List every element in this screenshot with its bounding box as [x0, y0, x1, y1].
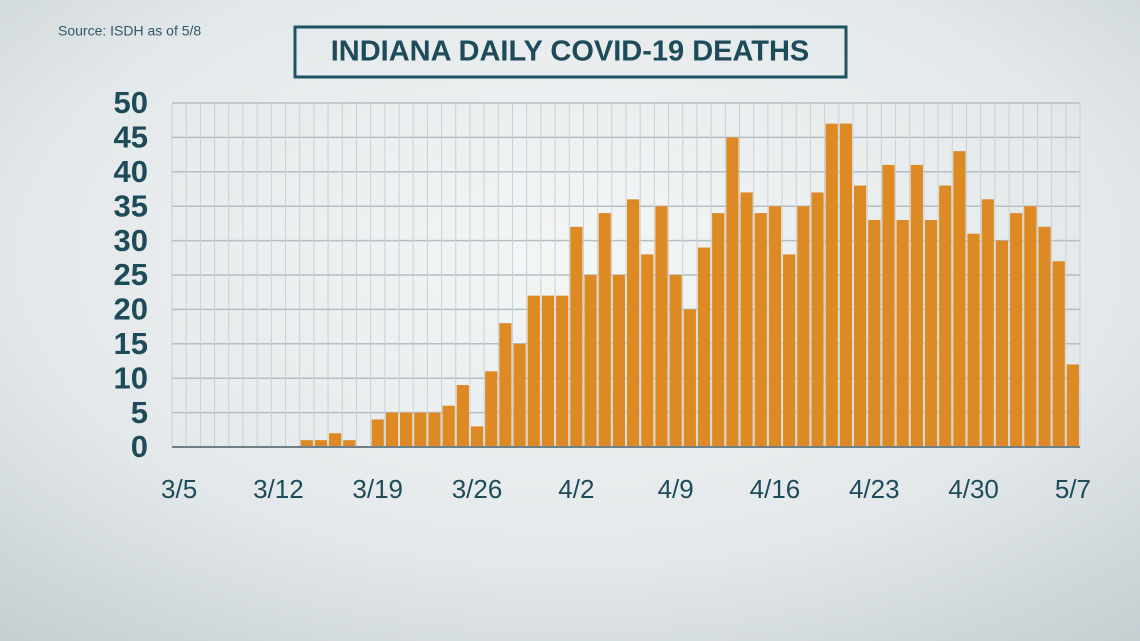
- bar: [896, 219, 909, 447]
- bar: [641, 254, 654, 447]
- bar: [853, 185, 867, 447]
- bar: [456, 385, 469, 447]
- x-tick-label: 5/7: [1055, 474, 1091, 504]
- bar: [768, 206, 782, 447]
- y-tick-label: 15: [114, 326, 148, 361]
- bar: [385, 412, 399, 447]
- bar: [343, 440, 356, 447]
- bar: [1024, 206, 1037, 447]
- bar: [868, 219, 881, 447]
- bar: [300, 440, 313, 447]
- bar: [924, 219, 938, 447]
- bar: [981, 199, 994, 447]
- x-tick-label: 4/9: [658, 474, 694, 504]
- bar: [783, 254, 796, 447]
- x-tick-label: 3/12: [253, 474, 304, 504]
- bar: [612, 275, 626, 447]
- bar: [399, 412, 413, 447]
- bar: [1038, 226, 1051, 447]
- bar: [655, 206, 668, 447]
- bar: [499, 323, 512, 447]
- y-tick-label: 30: [114, 223, 148, 258]
- chart-title: INDIANA DAILY COVID-19 DEATHS: [331, 36, 810, 68]
- bar: [811, 192, 824, 447]
- bar: [797, 206, 810, 447]
- bar: [598, 213, 611, 447]
- y-tick-label: 50: [114, 85, 148, 120]
- bar: [329, 433, 342, 447]
- bar: [726, 137, 739, 447]
- bar: [712, 213, 725, 447]
- title-box: [293, 25, 848, 79]
- y-tick-label: 10: [114, 360, 148, 395]
- x-tick-label: 4/16: [750, 474, 801, 504]
- bar: [1066, 364, 1080, 447]
- x-tick-label: 3/26: [452, 474, 503, 504]
- x-tick-label: 4/23: [849, 474, 900, 504]
- bar: [754, 213, 767, 447]
- source-note: Source: ISDH as of 5/8: [58, 23, 201, 39]
- bar: [570, 226, 583, 447]
- x-tick-label: 3/5: [161, 474, 197, 504]
- x-tick-label: 4/2: [558, 474, 594, 504]
- bar: [470, 426, 484, 447]
- bar: [939, 185, 952, 447]
- y-tick-label: 0: [131, 429, 148, 464]
- bar: [442, 405, 455, 447]
- bar: [527, 295, 540, 447]
- bar: [1052, 261, 1065, 447]
- bar: [556, 295, 569, 447]
- bar: [626, 199, 640, 447]
- y-tick-label: 20: [114, 292, 148, 327]
- y-tick-label: 5: [131, 395, 148, 430]
- bar: [995, 240, 1009, 447]
- bar: [513, 343, 526, 447]
- bar: [485, 371, 498, 447]
- y-tick-label: 45: [114, 120, 148, 155]
- bar: [1010, 213, 1023, 447]
- bar: [371, 419, 384, 447]
- bar: [683, 309, 696, 447]
- bar: [414, 412, 427, 447]
- bar: [825, 123, 838, 447]
- bar: [314, 440, 328, 447]
- bar: [428, 412, 441, 447]
- bar: [967, 233, 980, 447]
- bar: [839, 123, 853, 447]
- bar: [584, 275, 597, 447]
- y-tick-label: 40: [114, 154, 148, 189]
- y-tick-label: 35: [114, 188, 148, 223]
- y-tick-label: 25: [114, 257, 148, 292]
- bar: [669, 275, 682, 447]
- x-tick-label: 4/30: [948, 474, 999, 504]
- x-tick-label: 3/19: [352, 474, 403, 504]
- bar: [953, 151, 966, 447]
- bar: [910, 164, 923, 448]
- bar: [740, 192, 753, 447]
- bar: [882, 164, 895, 448]
- bar: [541, 295, 555, 447]
- bar: [697, 247, 711, 447]
